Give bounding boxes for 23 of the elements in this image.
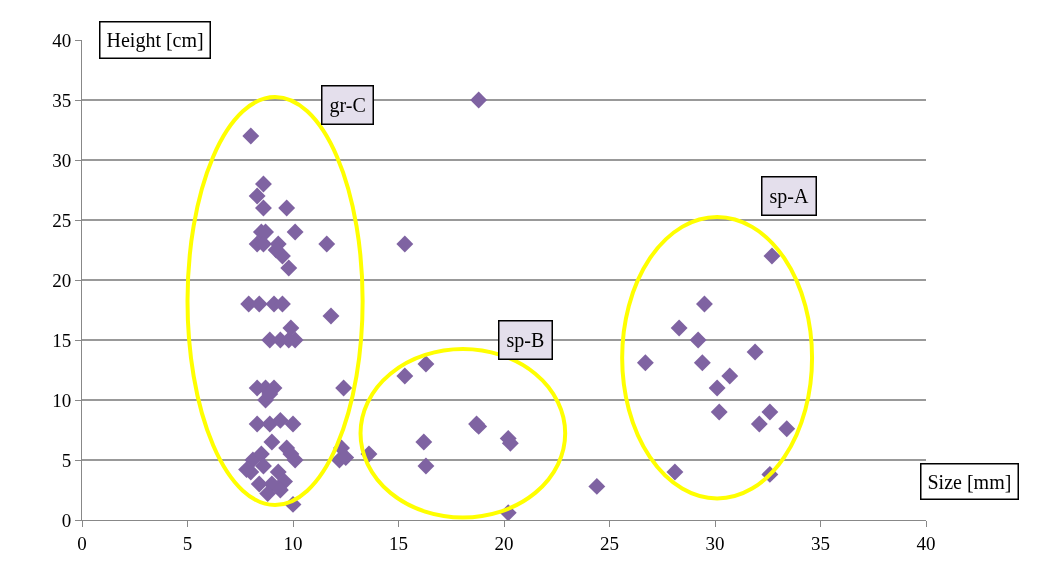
annotation: gr-C xyxy=(329,93,366,117)
annotation: sp-B xyxy=(506,328,545,352)
y-tick-label: 30 xyxy=(52,149,72,171)
x-tick-label: 30 xyxy=(705,532,725,554)
x-tick-label: 40 xyxy=(916,532,936,554)
y-tick-label: 40 xyxy=(52,29,72,51)
x-tick-label: 10 xyxy=(283,532,303,554)
x-tick-label: 5 xyxy=(182,532,193,554)
x-tick-label: 25 xyxy=(600,532,619,554)
x-tick-label: 15 xyxy=(389,532,408,554)
annotation: sp-A xyxy=(769,184,809,208)
x-tick-label: 35 xyxy=(811,532,830,554)
y-tick-label: 35 xyxy=(52,89,72,111)
y-tick-label: 5 xyxy=(61,449,72,471)
y-tick-label: 10 xyxy=(52,389,72,411)
x-tick-label: 0 xyxy=(77,532,87,554)
y-tick-label: 0 xyxy=(61,509,72,531)
y-tick-label: 25 xyxy=(52,209,72,231)
x-axis-title: Size [mm] xyxy=(927,470,1012,493)
x-tick-label: 20 xyxy=(494,532,514,554)
y-axis-title: Height [cm] xyxy=(106,28,204,52)
y-tick-label: 15 xyxy=(52,329,72,351)
y-tick-label: 20 xyxy=(52,269,72,291)
